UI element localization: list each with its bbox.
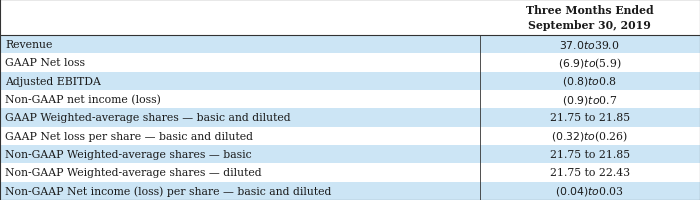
Bar [0, 182, 700, 200]
Bar [0, 36, 700, 54]
Text: 21.75 to 21.85: 21.75 to 21.85 [550, 113, 630, 123]
Text: Non-GAAP net income (loss): Non-GAAP net income (loss) [5, 95, 161, 105]
Bar [0, 0, 700, 36]
Text: 21.75 to 21.85: 21.75 to 21.85 [550, 149, 630, 159]
Text: Three Months Ended: Three Months Ended [526, 5, 654, 16]
Text: $(0.32) to $(0.26): $(0.32) to $(0.26) [551, 129, 629, 143]
Text: $(0.8) to $0.8: $(0.8) to $0.8 [562, 75, 617, 88]
Text: Non-GAAP Weighted-average shares — diluted: Non-GAAP Weighted-average shares — dilut… [5, 168, 262, 178]
Text: GAAP Weighted-average shares — basic and diluted: GAAP Weighted-average shares — basic and… [5, 113, 290, 123]
Bar [0, 72, 700, 91]
Text: Non-GAAP Net income (loss) per share — basic and diluted: Non-GAAP Net income (loss) per share — b… [5, 186, 331, 196]
Text: $(0.9) to $0.7: $(0.9) to $0.7 [562, 93, 617, 106]
Bar [0, 91, 700, 109]
Text: 21.75 to 22.43: 21.75 to 22.43 [550, 168, 630, 178]
Bar [0, 127, 700, 145]
Bar [0, 54, 700, 72]
Text: $37.0 to $39.0: $37.0 to $39.0 [559, 39, 620, 51]
Bar [0, 164, 700, 182]
Text: GAAP Net loss: GAAP Net loss [5, 58, 85, 68]
Bar [0, 109, 700, 127]
Text: $(0.04) to $0.03: $(0.04) to $0.03 [555, 184, 624, 197]
Text: Adjusted EBITDA: Adjusted EBITDA [5, 76, 101, 86]
Text: Non-GAAP Weighted-average shares — basic: Non-GAAP Weighted-average shares — basic [5, 149, 251, 159]
Bar [0, 145, 700, 164]
Text: GAAP Net loss per share — basic and diluted: GAAP Net loss per share — basic and dilu… [5, 131, 253, 141]
Text: Revenue: Revenue [5, 40, 52, 50]
Text: September 30, 2019: September 30, 2019 [528, 20, 651, 31]
Text: $(6.9) to $(5.9): $(6.9) to $(5.9) [558, 56, 622, 70]
